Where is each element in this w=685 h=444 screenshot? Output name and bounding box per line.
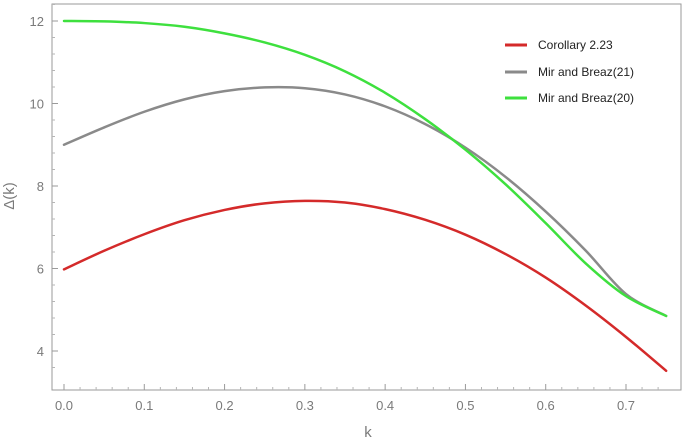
x-tick-label: 0.5: [456, 398, 474, 413]
y-axis-ticks: 4 6 8 10 12: [30, 4, 58, 368]
x-tick-label: 0.3: [296, 398, 314, 413]
plot-frame: [51, 3, 682, 391]
y-tick-label: 8: [37, 179, 44, 194]
y-tick-label: 10: [30, 97, 44, 112]
x-tick-label: 0.1: [135, 398, 153, 413]
legend-label-mir-and-breaz-21: Mir and Breaz(21): [538, 65, 634, 79]
legend-label-mir-and-breaz-20: Mir and Breaz(20): [538, 91, 634, 105]
x-axis-ticks: 0.0 0.1 0.2 0.3 0.4 0.5 0.6 0.7: [55, 384, 659, 413]
x-tick-label: 0.6: [537, 398, 555, 413]
y-axis-title: Δ(k): [1, 182, 18, 210]
series-line-corollary-2-23: [62, 199, 668, 373]
y-tick-label: 12: [30, 14, 44, 29]
legend-label-corollary-2-23: Corollary 2.23: [538, 38, 613, 52]
series-lines: [62, 19, 668, 373]
y-tick-label: 6: [37, 262, 44, 277]
x-tick-label: 0.2: [216, 398, 234, 413]
x-axis-title: k: [364, 424, 372, 441]
x-tick-label: 0.0: [55, 398, 73, 413]
series-line-mir-and-breaz-21: [62, 85, 668, 318]
y-tick-label: 4: [37, 344, 44, 359]
legend: Corollary 2.23 Mir and Breaz(21) Mir and…: [505, 38, 634, 105]
x-tick-label: 0.7: [617, 398, 635, 413]
series-line-mir-and-breaz-20: [62, 19, 668, 318]
x-tick-label: 0.4: [376, 398, 394, 413]
